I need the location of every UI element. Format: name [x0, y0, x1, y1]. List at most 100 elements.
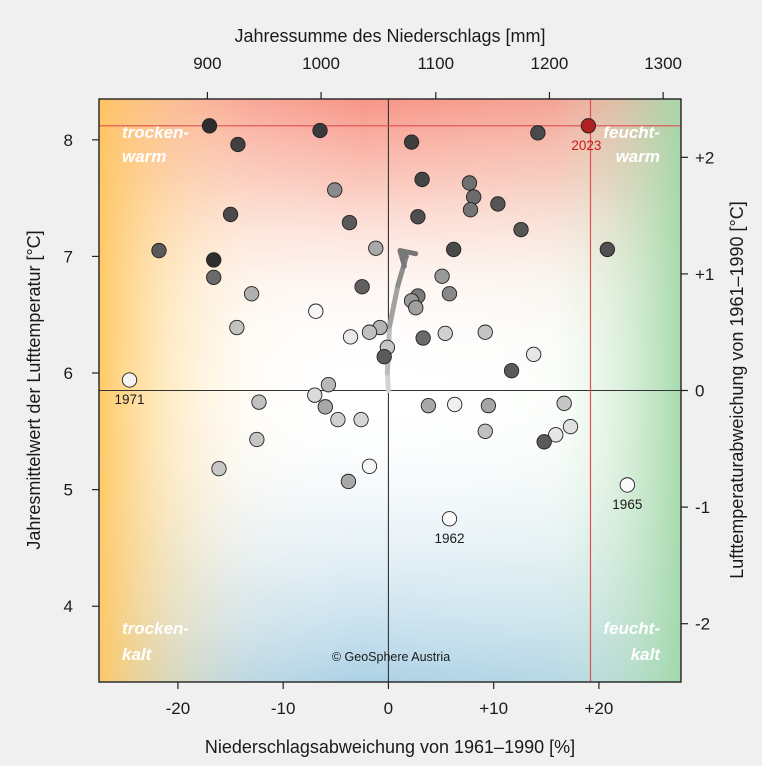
x2-axis-title: Jahressumme des Niederschlags [mm] [234, 26, 545, 46]
point-label-2023: 2023 [571, 138, 601, 153]
data-point [201, 118, 218, 134]
data-point [490, 196, 506, 212]
data-point [206, 252, 222, 268]
quadrant-top-left-line1: trocken- [122, 123, 189, 142]
data-point [536, 434, 552, 450]
data-point [312, 122, 328, 139]
data-point [462, 202, 479, 218]
data-points [121, 118, 635, 527]
data-point [330, 411, 346, 428]
data-point [361, 324, 378, 340]
x2-tick-label: 1200 [531, 54, 569, 73]
data-point [243, 286, 260, 302]
data-point [513, 221, 529, 238]
y2-tick-label: +1 [695, 265, 714, 284]
data-point-1965 [619, 477, 635, 493]
data-point [340, 473, 357, 490]
data-point [477, 423, 493, 439]
data-point [368, 240, 384, 256]
y2-tick-label: +2 [695, 148, 714, 167]
data-point [526, 346, 542, 363]
data-point [414, 171, 430, 188]
data-point [317, 399, 333, 415]
credit-text: © GeoSphere Austria [332, 650, 450, 664]
data-point [327, 182, 343, 198]
x-tick-label: +20 [584, 699, 613, 718]
data-point [410, 209, 426, 225]
data-point [222, 206, 239, 223]
data-point [599, 241, 615, 258]
y2-tick-label: 0 [695, 382, 704, 401]
data-point [320, 377, 337, 393]
data-point [408, 300, 424, 316]
y-axis-right: -2 -1 0 +1 +2 [681, 148, 714, 634]
data-point [556, 395, 572, 411]
x-axis-bottom: -20 -10 0 +10 +20 [166, 682, 613, 718]
data-point [477, 324, 493, 340]
trend-segment [386, 283, 401, 329]
x-axis-title: Niederschlagsabweichung von 1961–1990 [%… [205, 737, 575, 757]
y-tick-label: 7 [64, 247, 73, 266]
quadrant-top-left-line2: warm [122, 147, 166, 166]
trend-arrow [384, 248, 419, 393]
data-point [434, 268, 450, 284]
point-label-1962: 1962 [434, 531, 464, 546]
data-point [251, 394, 267, 410]
data-point [341, 214, 358, 231]
y-axis-left: 4 5 6 7 8 [64, 131, 99, 616]
y2-tick-label: -2 [695, 615, 710, 634]
data-point [420, 398, 437, 414]
trend-arrowhead [397, 248, 419, 269]
data-point [480, 398, 497, 414]
data-point [353, 411, 369, 428]
point-label-1965: 1965 [612, 497, 642, 512]
data-point [415, 330, 431, 346]
data-point [342, 329, 359, 345]
data-point [466, 189, 482, 205]
data-point [441, 286, 458, 302]
data-point [461, 175, 478, 191]
y-tick-label: 6 [64, 364, 73, 383]
data-point [437, 325, 453, 342]
point-labels: 2023 1971 1965 1962 [114, 138, 642, 546]
x-tick-label: 0 [384, 699, 393, 718]
quadrant-bottom-right-line2: kalt [631, 645, 662, 664]
data-point [376, 349, 392, 365]
y-tick-label: 4 [64, 597, 73, 616]
y2-tick-label: -1 [695, 498, 710, 517]
x-tick-label: -20 [166, 699, 191, 718]
point-label-1971: 1971 [114, 392, 144, 407]
data-point [530, 125, 546, 141]
data-point [151, 242, 167, 259]
y-tick-label: 5 [64, 481, 73, 500]
data-point [229, 319, 245, 336]
quadrant-top-right-line2: warm [616, 147, 660, 166]
x-tick-label: -10 [271, 699, 296, 718]
y2-axis-title: Lufttemperaturabweichung von 1961–1990 [… [727, 201, 747, 578]
x2-tick-label: 900 [193, 54, 221, 73]
data-point [206, 269, 222, 286]
data-point-1971 [121, 372, 138, 388]
data-point [307, 387, 323, 403]
trend-segment [384, 370, 391, 393]
quadrant-top-right-line1: feucht- [603, 123, 660, 142]
data-point [446, 241, 462, 258]
quadrant-bottom-left-line2: kalt [122, 645, 153, 664]
data-point-1962 [441, 511, 458, 527]
data-point-2023 [580, 118, 597, 134]
data-point [447, 396, 463, 413]
data-point [562, 418, 579, 435]
data-point [354, 279, 370, 295]
data-point [308, 303, 324, 319]
x-tick-label: +10 [479, 699, 508, 718]
data-point [548, 427, 564, 443]
data-point [230, 136, 246, 153]
x2-tick-label: 1100 [417, 54, 454, 73]
quadrant-bottom-right-line1: feucht- [603, 619, 660, 638]
quadrant-bottom-left-line1: trocken- [122, 619, 189, 638]
y-tick-label: 8 [64, 131, 73, 150]
data-point [249, 431, 265, 448]
x2-tick-label: 1300 [644, 54, 682, 73]
data-point [503, 363, 520, 379]
